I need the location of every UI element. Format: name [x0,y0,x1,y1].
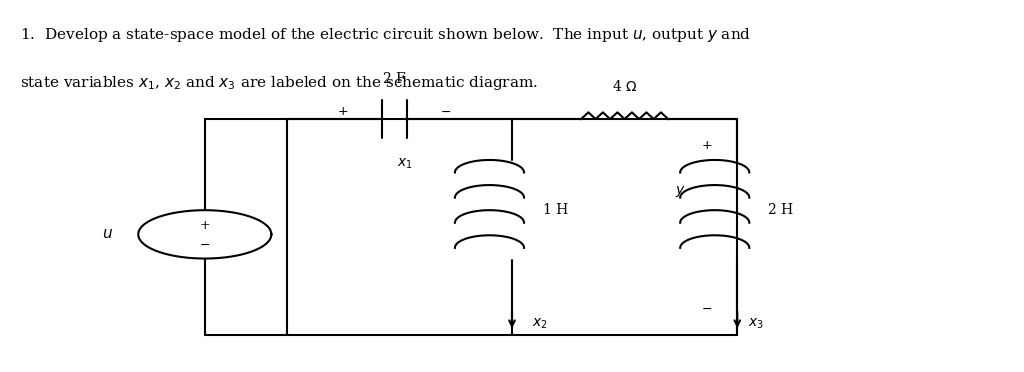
Text: $-$: $-$ [440,105,451,118]
Text: $x_3$: $x_3$ [748,317,764,331]
Text: 1.  Develop a state-space model of the electric circuit shown below.  The input : 1. Develop a state-space model of the el… [20,26,752,44]
Text: $x_2$: $x_2$ [532,317,548,331]
Text: $y$: $y$ [676,184,686,199]
Text: $-$: $-$ [200,238,210,251]
Text: +: + [200,219,210,231]
Text: $u$: $u$ [101,227,113,241]
Text: $x_1$: $x_1$ [396,156,413,171]
Text: 4 $\Omega$: 4 $\Omega$ [612,79,637,94]
Text: $+$: $+$ [338,105,348,118]
Text: 1 H: 1 H [543,203,568,217]
Text: $+$: $+$ [701,139,712,151]
Text: 2 H: 2 H [768,203,794,217]
Text: $-$: $-$ [701,302,712,315]
Text: 2 F: 2 F [383,71,406,86]
Text: state variables $x_1$, $x_2$ and $x_3$ are labeled on the schematic diagram.: state variables $x_1$, $x_2$ and $x_3$ a… [20,74,539,92]
